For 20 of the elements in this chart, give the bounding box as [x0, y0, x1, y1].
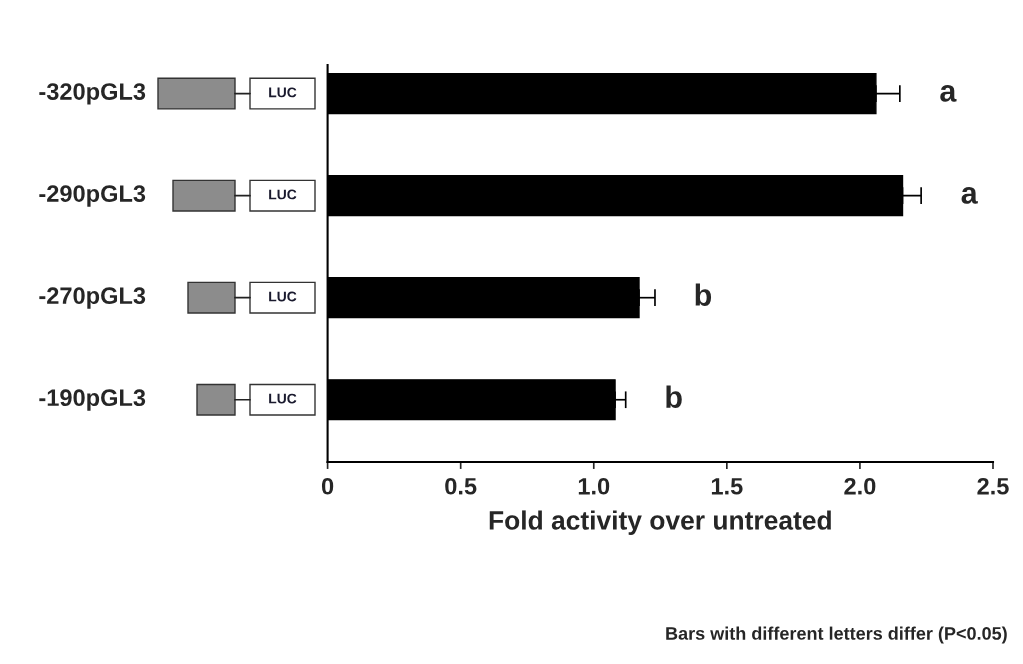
y-tick-label: -290pGL3	[39, 185, 146, 207]
text: LUC	[269, 87, 297, 98]
annotation: b	[666, 385, 682, 408]
text: LUC	[269, 291, 297, 302]
x-tick-label: 1.5	[711, 478, 743, 495]
x-tick-label: 0	[321, 477, 334, 495]
text: Bars with different letters differ (P<0.05)	[666, 626, 1007, 644]
annotation: a	[961, 187, 978, 204]
text: LUC	[269, 189, 297, 200]
x-tick-label: 1.0	[578, 477, 610, 495]
x-tick-label: 0.5	[445, 477, 477, 495]
x-axis-title: Fold activity over untreated	[489, 510, 831, 535]
y-tick-label: -190pGL3	[39, 389, 146, 411]
annotation: a	[940, 85, 957, 102]
y-tick-label: -320pGL3	[39, 83, 146, 105]
y-tick-label: -270pGL3	[39, 287, 146, 309]
x-tick-label: 2.0	[844, 477, 876, 495]
text: LUC	[269, 393, 297, 404]
annotation: b	[695, 283, 712, 306]
x-tick-label: 2.5	[977, 477, 1009, 495]
